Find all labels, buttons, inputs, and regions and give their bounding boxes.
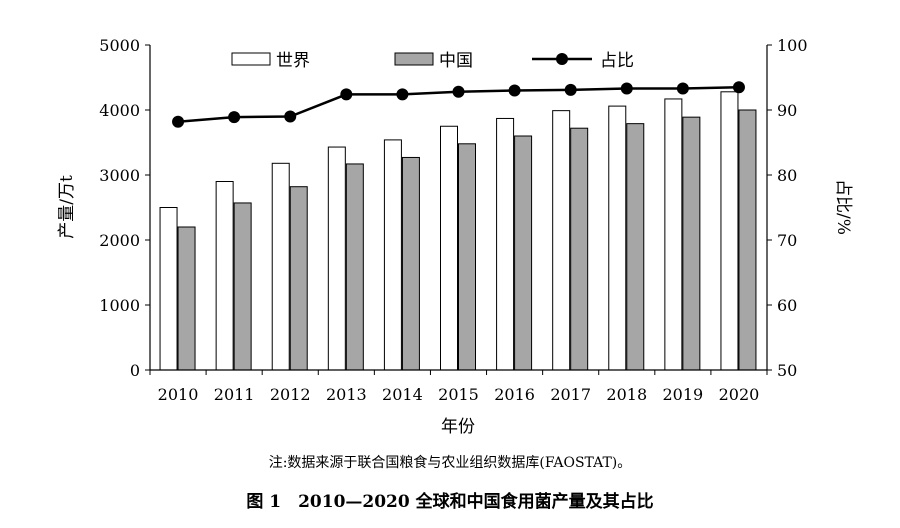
point-ratio-2019: [676, 82, 689, 95]
bar-china-2012: [289, 186, 308, 371]
x-tick-label: 2014: [382, 385, 423, 404]
x-axis-label: 年份: [441, 417, 475, 437]
bar-world-2014: [383, 139, 402, 371]
plot-area: 0 1000 2000 3000 4000 5000 50 60 70 80 90 100 2010 20…: [57, 36, 853, 437]
data-source-note: 注:数据来源于联合国粮食与农业组织数据库(FAOSTAT)。: [268, 455, 632, 471]
y-tick-label: 4000: [99, 101, 140, 120]
y-tick-label: 2000: [99, 231, 140, 250]
legend-swatch-china: [394, 52, 434, 66]
figure-caption: 图 1 2010—2020 全球和中国食用菌产量及其占比: [246, 492, 654, 512]
bar-world-2011: [215, 181, 234, 371]
legend-label-world: 世界: [276, 51, 310, 71]
chart: 0 1000 2000 3000 4000 5000 50 60 70 80 90 100 2010 20…: [57, 36, 853, 437]
point-ratio-2020: [732, 81, 745, 94]
point-ratio-2017: [564, 83, 577, 96]
bar-china-2016: [514, 135, 533, 371]
y-tick-label: 3000: [99, 166, 140, 185]
point-ratio-2013: [340, 88, 353, 101]
bar-china-2019: [682, 116, 701, 371]
point-ratio-2014: [396, 88, 409, 101]
point-ratio-2016: [508, 84, 521, 97]
bar-world-2012: [271, 162, 290, 371]
x-tick-label: 2020: [719, 385, 760, 404]
legend-marker-ratio: [556, 53, 568, 65]
y2-tick-label: 70: [777, 231, 797, 250]
bar-world-2018: [608, 105, 627, 371]
y2-axis-label: 占比/%: [833, 179, 853, 235]
bar-world-2010: [159, 207, 178, 371]
x-tick-label: 2012: [270, 385, 311, 404]
x-tick-label: 2019: [663, 385, 704, 404]
bar-world-2016: [496, 117, 515, 371]
legend-label-china: 中国: [439, 51, 473, 71]
bar-world-2019: [664, 98, 683, 371]
y2-tick-label: 100: [777, 36, 808, 55]
x-tick-label: 2010: [158, 385, 199, 404]
bar-china-2015: [458, 143, 476, 371]
y2-tick-label: 60: [777, 296, 797, 315]
x-tick-label: 2016: [494, 385, 535, 404]
y2-tick-label: 90: [777, 101, 797, 120]
bar-china-2020: [738, 109, 757, 371]
y-axis-label: 产量/万t: [57, 175, 77, 239]
bar-china-2011: [233, 202, 252, 371]
bar-china-2014: [401, 156, 420, 371]
point-ratio-2010: [172, 115, 185, 128]
legend-swatch-world: [231, 52, 271, 66]
y-tick-label: 5000: [99, 36, 140, 55]
y-tick-label: 0: [130, 361, 140, 380]
bar-world-2015: [440, 125, 458, 371]
x-tick-label: 2015: [438, 385, 479, 404]
bar-world-2013: [327, 146, 346, 371]
point-ratio-2012: [284, 110, 297, 123]
x-tick-label: 2013: [326, 385, 367, 404]
bar-china-2017: [570, 127, 589, 371]
point-ratio-2018: [620, 82, 633, 95]
x-tick-label: 2017: [550, 385, 591, 404]
bar-world-2017: [552, 110, 571, 371]
bar-china-2018: [626, 123, 645, 371]
bar-china-2013: [345, 163, 364, 371]
y-tick-label: 1000: [99, 296, 140, 315]
point-ratio-2011: [228, 111, 241, 124]
x-tick-label: 2011: [214, 385, 255, 404]
legend-label-ratio: 占比: [600, 51, 634, 71]
x-tick-label: 2018: [606, 385, 647, 404]
bar-world-2020: [720, 91, 739, 371]
y2-tick-label: 50: [777, 361, 797, 380]
bar-china-2010: [177, 226, 196, 371]
y2-tick-label: 80: [777, 166, 797, 185]
point-ratio-2015: [452, 85, 465, 98]
